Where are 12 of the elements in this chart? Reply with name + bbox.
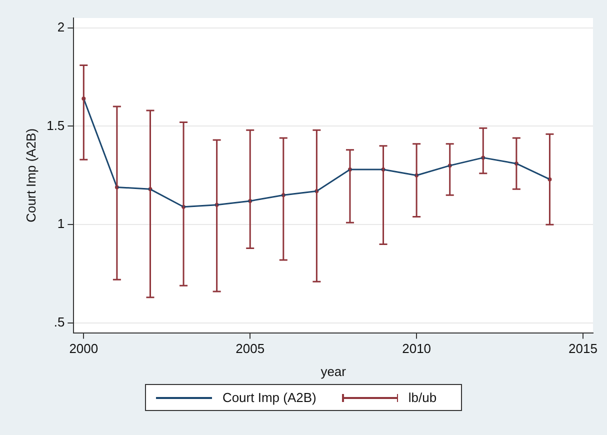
- y-tick-label: 1: [57, 216, 65, 232]
- y-tick-label: 2: [57, 19, 65, 34]
- y-axis-title: Court Imp (A2B): [23, 128, 38, 222]
- x-axis-title: year: [320, 364, 347, 379]
- x-tick-label: 2015: [568, 341, 598, 356]
- legend-label: lb/ub: [408, 390, 437, 405]
- y-tick-label: .5: [54, 314, 65, 330]
- x-tick-label: 2005: [236, 341, 265, 356]
- x-tick-label: 2010: [402, 341, 432, 356]
- x-tick-label: 2000: [69, 341, 98, 356]
- y-tick-label: 1.5: [46, 118, 65, 133]
- legend-label: Court Imp (A2B): [222, 390, 316, 405]
